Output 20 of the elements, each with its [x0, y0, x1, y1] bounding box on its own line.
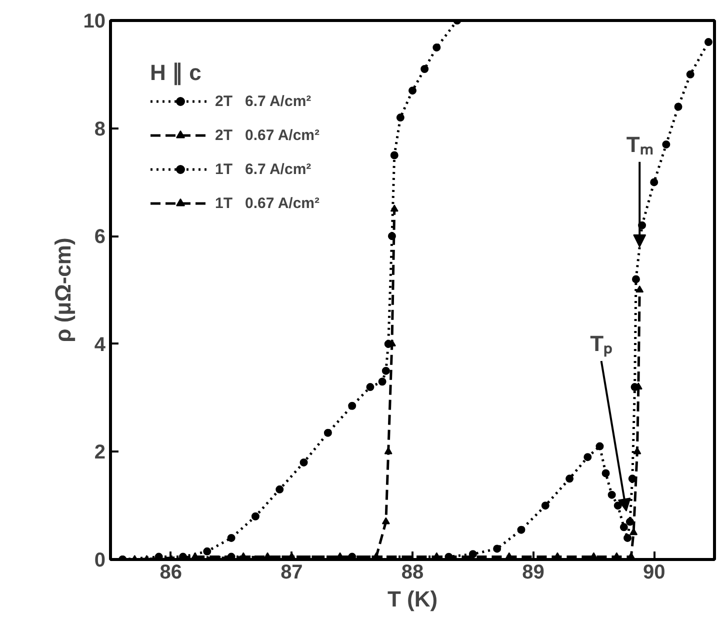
- x-axis-title: T (K): [387, 586, 438, 612]
- x-tick-label: 88: [401, 562, 424, 584]
- legend-title: H ∥ c: [150, 60, 202, 86]
- x-tick-label: 87: [280, 562, 303, 584]
- annotation: Tₚ: [590, 330, 613, 357]
- x-tick-label: 89: [522, 562, 544, 584]
- y-tick-label: 6: [94, 226, 106, 248]
- legend-label: 2T 6.7 A/cm²: [215, 92, 312, 110]
- legend-label: 1T 0.67 A/cm²: [215, 194, 320, 212]
- legend-label: 2T 0.67 A/cm²: [215, 126, 320, 144]
- annotation: Tₘ: [626, 132, 653, 157]
- x-tick-label: 90: [642, 562, 666, 584]
- x-tick-label: 86: [160, 562, 182, 584]
- y-tick-label: 0: [94, 550, 106, 572]
- y-tick-label: 10: [83, 10, 106, 32]
- y-axis-title: ρ (μΩ-cm): [50, 238, 76, 342]
- y-tick-label: 4: [94, 334, 106, 356]
- legend-label: 1T 6.7 A/cm²: [215, 160, 312, 178]
- y-tick-label: 2: [94, 442, 106, 464]
- y-tick-label: 8: [94, 118, 106, 140]
